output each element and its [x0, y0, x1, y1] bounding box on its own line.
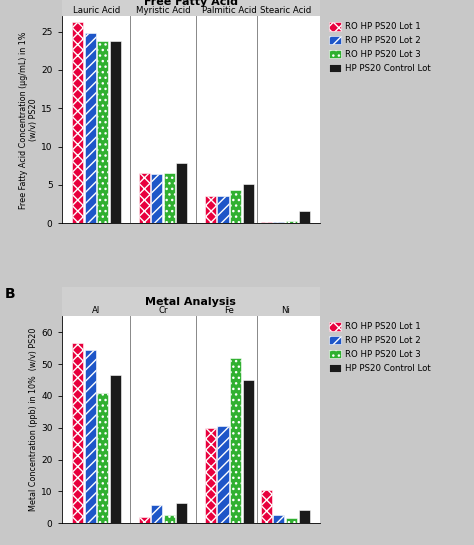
Bar: [243, 380, 254, 523]
Text: A: A: [5, 0, 16, 2]
Text: Cr: Cr: [158, 306, 168, 316]
Bar: [62, 287, 320, 316]
Bar: [164, 515, 175, 523]
Text: Free Fatty Acid: Free Fatty Acid: [144, 0, 238, 7]
Legend: RO HP PS20 Lot 1, RO HP PS20 Lot 2, RO HP PS20 Lot 3, HP PS20 Control Lot: RO HP PS20 Lot 1, RO HP PS20 Lot 2, RO H…: [328, 21, 432, 75]
Bar: [230, 358, 241, 523]
Bar: [62, 0, 320, 16]
Bar: [273, 515, 284, 523]
Bar: [205, 428, 216, 523]
Bar: [261, 222, 272, 223]
Bar: [176, 502, 187, 523]
Bar: [72, 343, 83, 523]
Bar: [286, 221, 297, 223]
Bar: [243, 184, 254, 223]
Text: Palmitic Acid: Palmitic Acid: [202, 7, 257, 15]
Bar: [138, 517, 150, 523]
Bar: [218, 426, 228, 523]
Bar: [261, 490, 272, 523]
Bar: [85, 33, 96, 223]
Text: Metal Analysis: Metal Analysis: [146, 297, 237, 307]
Bar: [110, 375, 121, 523]
Bar: [97, 393, 109, 523]
Bar: [164, 173, 175, 223]
Bar: [273, 222, 284, 223]
Bar: [286, 518, 297, 523]
Text: B: B: [5, 287, 15, 301]
Bar: [230, 190, 241, 223]
Text: Fe: Fe: [224, 306, 234, 316]
Bar: [151, 505, 162, 523]
Bar: [218, 196, 228, 223]
Bar: [176, 164, 187, 223]
Text: Lauric Acid: Lauric Acid: [73, 7, 120, 15]
Bar: [97, 41, 109, 223]
Bar: [299, 211, 310, 223]
Text: Stearic Acid: Stearic Acid: [260, 7, 311, 15]
Text: Myristic Acid: Myristic Acid: [136, 7, 190, 15]
Bar: [205, 196, 216, 223]
Bar: [85, 350, 96, 523]
Bar: [72, 22, 83, 223]
Text: Ni: Ni: [281, 306, 290, 316]
Text: Al: Al: [92, 306, 100, 316]
Legend: RO HP PS20 Lot 1, RO HP PS20 Lot 2, RO HP PS20 Lot 3, HP PS20 Control Lot: RO HP PS20 Lot 1, RO HP PS20 Lot 2, RO H…: [328, 320, 432, 374]
Bar: [138, 173, 150, 223]
Y-axis label: Metal Concentration (ppb) in 10%  (w/v) PS20: Metal Concentration (ppb) in 10% (w/v) P…: [29, 328, 38, 511]
Y-axis label: Free Fatty Acid Concentration (μg/mL) in 1%
(w/v) PS20: Free Fatty Acid Concentration (μg/mL) in…: [19, 31, 38, 209]
Bar: [299, 510, 310, 523]
Bar: [110, 41, 121, 223]
Bar: [151, 174, 162, 223]
